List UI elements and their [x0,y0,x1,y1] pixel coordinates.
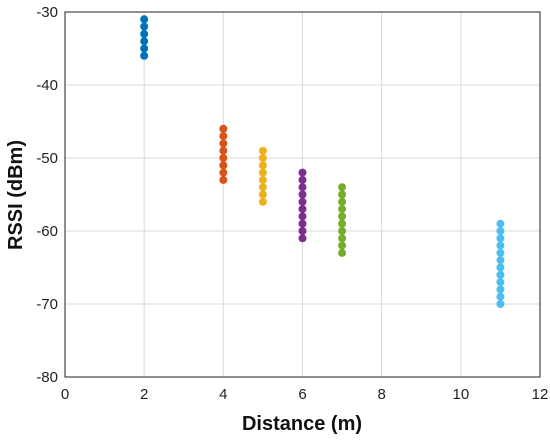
data-point [298,168,307,177]
data-point [338,219,347,228]
data-point [219,168,228,177]
data-point [338,241,347,250]
x-tick-label: 4 [219,386,227,403]
data-point [338,205,347,214]
data-point [496,285,505,294]
y-tick-labels: -80 -70 -60 -50 -40 -30 [36,4,58,386]
x-tick-label: 8 [377,386,385,403]
data-point [298,219,307,228]
data-point [219,175,228,184]
x-tick-label: 10 [452,386,469,403]
data-point [258,154,267,162]
data-point [338,234,347,243]
data-point [258,183,267,192]
data-point [140,15,149,24]
x-tick-label: 12 [532,386,549,403]
data-point [298,175,307,184]
data-point [496,278,505,287]
data-point [219,124,228,133]
y-tick-label: -50 [36,150,58,167]
data-point [258,197,267,206]
data-point [140,37,149,46]
data-point [219,146,228,155]
data-point [496,248,505,257]
data-point [258,146,267,155]
data-point [496,270,505,279]
data-point [298,183,307,192]
data-point [219,161,228,170]
x-tick-label: 0 [61,386,69,403]
y-tick-label: -70 [36,296,58,313]
data-point [140,22,149,31]
data-point [298,190,307,199]
data-point [496,219,505,228]
data-point [298,205,307,214]
data-point [496,241,505,250]
data-point [496,292,505,301]
y-tick-label: -40 [36,77,58,94]
data-point [338,197,347,206]
y-tick-label: -30 [36,4,58,21]
data-point [496,234,505,243]
data-point [496,256,505,265]
data-point [338,190,347,199]
data-points [140,15,505,308]
plot-frame [64,11,541,378]
data-point [298,197,307,206]
data-point [258,168,267,177]
x-tick-label: 6 [298,386,306,403]
data-point [219,139,228,148]
data-point [298,234,307,243]
data-point [258,190,267,199]
x-tick-labels: 0 2 4 6 8 10 12 [61,386,549,403]
data-point [338,248,347,257]
y-tick-label: -80 [36,369,58,386]
y-tick-label: -60 [36,223,58,240]
data-point [496,227,505,235]
data-point [140,51,149,60]
data-point [258,161,267,170]
data-point [496,300,505,308]
data-point [496,263,505,272]
data-point [338,212,347,221]
data-point [338,183,347,192]
data-point [338,227,347,235]
data-point [298,212,307,221]
y-axis-label: RSSI (dBm) [5,140,27,250]
x-axis-label: Distance (m) [242,413,362,435]
data-point [140,44,149,53]
data-point [219,132,228,141]
data-point [298,227,307,235]
data-point [140,29,149,38]
data-point [219,154,228,162]
x-tick-label: 2 [140,386,148,403]
data-point [258,175,267,184]
